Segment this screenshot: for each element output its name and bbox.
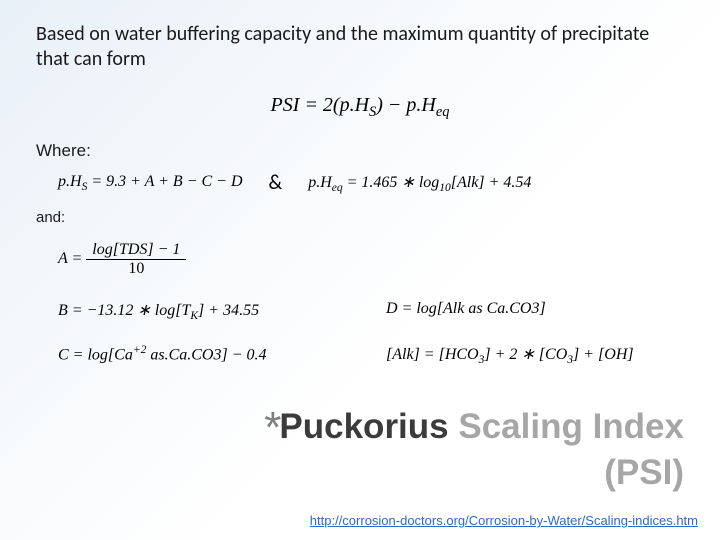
formulas-grid: A = log[TDS] − 110 B = −13.12 ∗ log[TK] … xyxy=(36,241,684,366)
formula-b: B = −13.12 ∗ log[TK] + 34.55 xyxy=(58,300,356,322)
title-line2: (PSI) xyxy=(264,455,684,492)
formula-c: C = log[Ca+2 as.Ca.CO3] − 0.4 xyxy=(58,344,356,366)
formula-psi: PSI = 2(p.HS) − p.Heq xyxy=(36,94,684,121)
formula-d: D = log[Alk as Ca.CO3] xyxy=(386,300,684,322)
formula-phs: p.HS = 9.3 + A + B − C − D xyxy=(58,173,243,193)
title-asterisk-icon: * xyxy=(264,405,281,451)
and-label: and: xyxy=(36,209,684,226)
formula-alk: [Alk] = [HCO3] + 2 ∗ [CO3] + [OH] xyxy=(386,344,684,366)
formula-a: A = log[TDS] − 110 xyxy=(58,241,356,278)
title-word-dark: Puckorius xyxy=(279,407,448,446)
ampersand: & xyxy=(269,171,283,195)
formula-pheq: p.Heq = 1.465 ∗ log10[Alk] + 4.54 xyxy=(308,172,531,194)
title-words-grey: Scaling Index xyxy=(449,407,684,446)
where-row: p.HS = 9.3 + A + B − C − D & p.Heq = 1.4… xyxy=(36,171,684,195)
where-label: Where: xyxy=(36,141,684,161)
intro-paragraph: Based on water buffering capacity and th… xyxy=(36,22,684,72)
source-link[interactable]: http://corrosion-doctors.org/Corrosion-b… xyxy=(310,513,698,528)
slide-title: *Puckorius Scaling Index (PSI) xyxy=(264,409,684,492)
